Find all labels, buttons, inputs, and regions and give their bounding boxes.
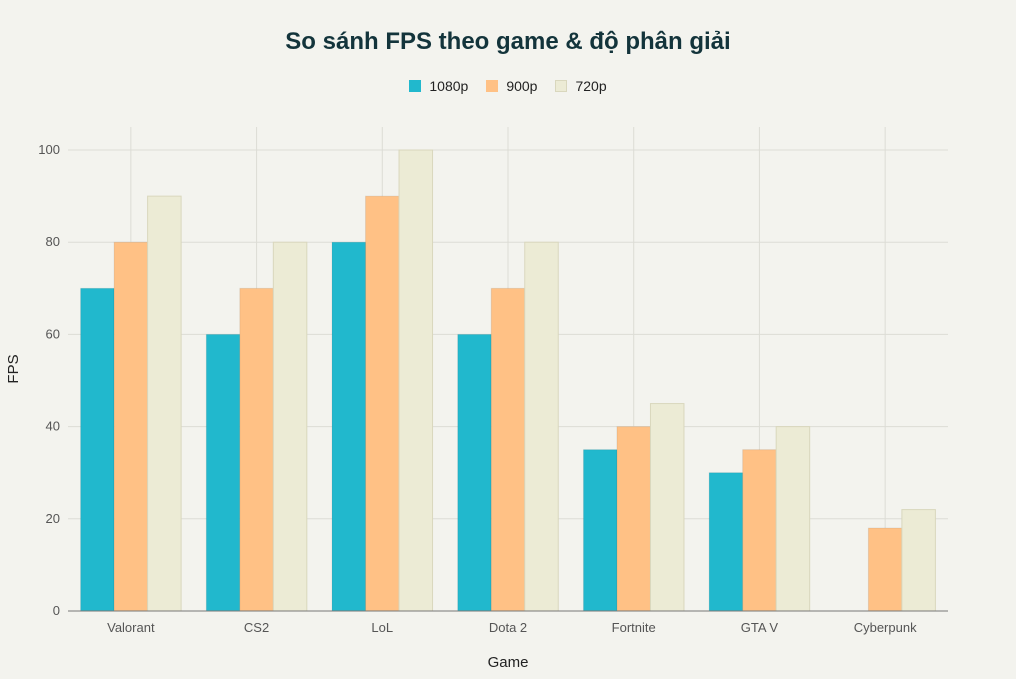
bar-1080p-dota-2[interactable] [457,333,492,612]
bar-1080p-gta-v[interactable] [708,472,744,612]
legend-swatch-1080p [409,80,422,92]
legend-swatch-900p [486,80,499,92]
bar-900p-dota-2[interactable] [490,287,526,612]
x-tick-label: Dota 2 [489,620,527,635]
x-tick-label: GTA V [741,620,779,635]
x-tick-label: Cyberpunk [854,620,917,635]
x-axis-title: Game [488,654,529,671]
bar-720p-dota-2[interactable] [524,241,559,612]
bar-900p-fortnite[interactable] [616,426,651,612]
x-tick-label: Valorant [107,620,155,635]
bar-1080p-cs2[interactable] [205,333,241,612]
legend: 1080p 900p 720p [0,78,1016,94]
x-tick-label: CS2 [244,620,269,635]
bar-900p-cs2[interactable] [239,287,274,612]
bar-720p-lol[interactable] [398,149,434,612]
legend-label-1080p: 1080p [429,78,469,94]
bar-720p-fortnite[interactable] [649,403,685,612]
y-tick-label: 80 [46,234,60,249]
y-axis-title: FPS [5,354,22,383]
bar-900p-valorant[interactable] [113,241,149,612]
chart-title: So sánh FPS theo game & độ phân giải [285,28,731,55]
x-tick-label: Fortnite [612,620,656,635]
y-tick-label: 20 [46,511,60,526]
bar-1080p-fortnite[interactable] [582,449,618,612]
y-tick-label: 0 [53,603,60,618]
bar-720p-cs2[interactable] [272,241,308,612]
legend-swatch-720p [555,80,568,92]
legend-label-900p: 900p [506,78,538,94]
legend-item-900p[interactable]: 900p [486,78,537,94]
bar-1080p-lol[interactable] [331,241,367,612]
axis-layer: Game FPS 0 20 40 60 80 100 Valorant CS2 LoL Dota … [5,142,948,671]
legend-item-1080p[interactable]: 1080p [409,78,468,94]
bar-720p-gta-v[interactable] [775,426,811,612]
legend-item-720p[interactable]: 720p [555,78,607,94]
y-tick-label: 40 [46,419,60,434]
bars-layer [80,149,936,612]
legend-label-720p: 720p [575,78,607,94]
bar-900p-gta-v[interactable] [742,449,777,612]
bar-1080p-valorant[interactable] [80,287,115,612]
y-tick-label: 100 [38,142,60,157]
x-tick-label: LoL [371,620,393,635]
bar-900p-lol[interactable] [365,195,400,612]
bar-900p-cyberpunk[interactable] [867,527,903,612]
y-tick-label: 60 [46,326,60,341]
bar-720p-valorant[interactable] [147,195,182,612]
bar-720p-cyberpunk[interactable] [901,509,936,612]
